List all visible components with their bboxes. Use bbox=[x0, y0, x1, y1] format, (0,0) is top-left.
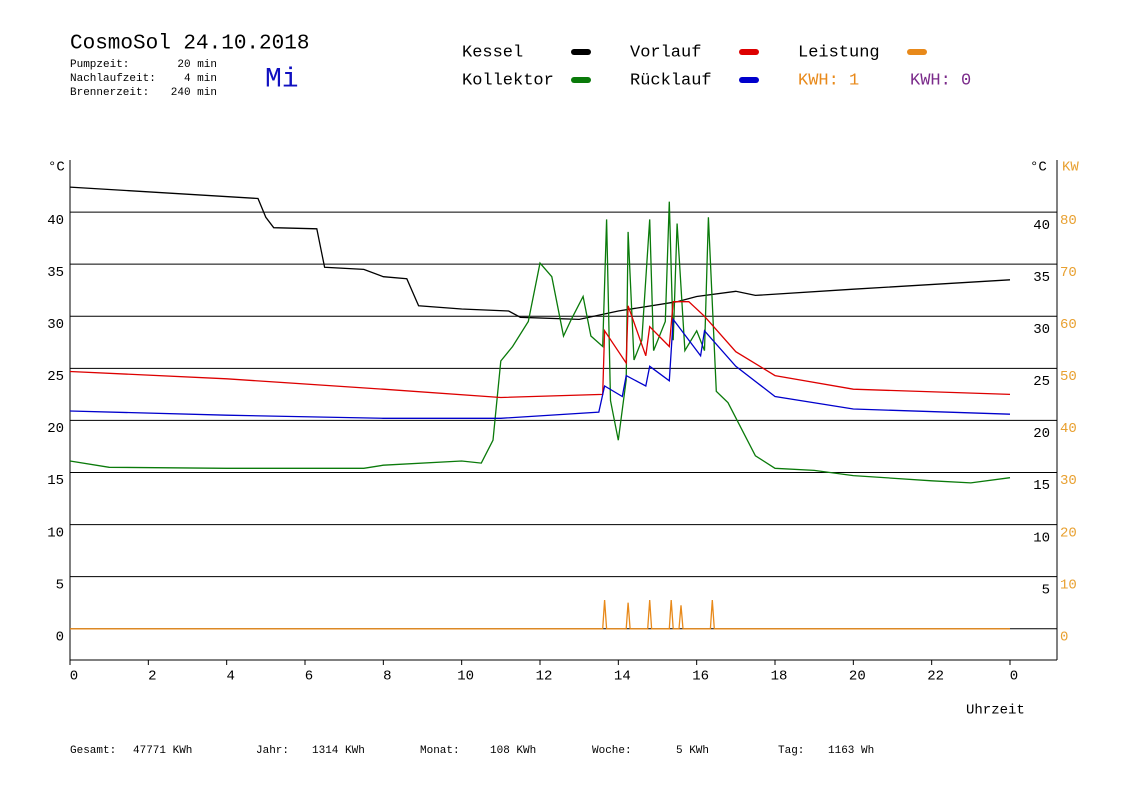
y-tick-label-right: 35 bbox=[1033, 270, 1050, 286]
x-tick-label: 0 bbox=[1010, 669, 1018, 685]
footer-value: 5 KWh bbox=[676, 745, 709, 757]
y2-tick-label: 60 bbox=[1060, 317, 1077, 333]
y2-tick-label: 30 bbox=[1060, 473, 1077, 489]
info-label: Brennerzeit: bbox=[70, 87, 149, 99]
legend-label: Kessel bbox=[462, 43, 523, 62]
x-tick-label: 10 bbox=[457, 669, 474, 685]
kwh-label: KWH: 0 bbox=[910, 71, 971, 90]
legend-label: Vorlauf bbox=[630, 43, 701, 62]
y-tick-label: 20 bbox=[47, 421, 64, 437]
y-tick-label-right: 10 bbox=[1033, 530, 1050, 546]
x-axis-label: Uhrzeit bbox=[966, 703, 1025, 719]
x-tick-label: 20 bbox=[849, 669, 866, 685]
y-tick-label-right: 25 bbox=[1033, 374, 1050, 390]
footer-value: 108 KWh bbox=[490, 745, 536, 757]
footer-value: 1314 KWh bbox=[312, 745, 365, 757]
footer-label: Tag: bbox=[778, 745, 804, 757]
y-unit-right: °C bbox=[1030, 160, 1047, 176]
info-value: 20 min bbox=[177, 59, 217, 71]
y-tick-label: 0 bbox=[56, 629, 64, 645]
y-tick-label: 35 bbox=[47, 265, 64, 281]
y-tick-label-right: 20 bbox=[1033, 426, 1050, 442]
legend-label: Leistung bbox=[798, 43, 880, 62]
x-tick-label: 12 bbox=[536, 669, 553, 685]
weekday: Mi bbox=[265, 64, 299, 95]
y-unit: °C bbox=[48, 160, 65, 176]
footer-label: Gesamt: bbox=[70, 745, 116, 757]
x-tick-label: 16 bbox=[692, 669, 709, 685]
y-tick-label: 10 bbox=[47, 525, 64, 541]
x-tick-label: 18 bbox=[771, 669, 788, 685]
series-line bbox=[70, 600, 1010, 630]
title: CosmoSol 24.10.2018 bbox=[70, 33, 309, 56]
series-line bbox=[69, 186, 1011, 321]
footer-label: Jahr: bbox=[256, 745, 289, 757]
y2-tick-label: 70 bbox=[1060, 265, 1077, 281]
x-tick-label: 4 bbox=[226, 669, 234, 685]
series-line bbox=[69, 201, 1011, 484]
kwh-label: KWH: 1 bbox=[798, 71, 859, 90]
y2-tick-label: 20 bbox=[1060, 525, 1077, 541]
info-label: Nachlaufzeit: bbox=[70, 73, 156, 85]
footer-value: 1163 Wh bbox=[828, 745, 874, 757]
y-tick-label: 30 bbox=[47, 317, 64, 333]
footer-value: 47771 KWh bbox=[133, 745, 192, 757]
info-value: 4 min bbox=[184, 73, 217, 85]
y-tick-label-right: 15 bbox=[1033, 478, 1050, 494]
y2-unit: KW bbox=[1062, 160, 1079, 176]
x-tick-label: 6 bbox=[305, 669, 313, 685]
info-label: Pumpzeit: bbox=[70, 59, 129, 71]
y-tick-label-right: 5 bbox=[1042, 582, 1050, 598]
y2-tick-label: 80 bbox=[1060, 213, 1077, 229]
series-line bbox=[69, 301, 1011, 399]
legend-label: Rücklauf bbox=[630, 71, 712, 90]
y2-tick-label: 40 bbox=[1060, 421, 1077, 437]
x-tick-label: 14 bbox=[614, 669, 631, 685]
y-tick-label: 15 bbox=[47, 473, 64, 489]
y2-tick-label: 10 bbox=[1060, 577, 1077, 593]
y-tick-label: 25 bbox=[47, 369, 64, 385]
y-tick-label-right: 40 bbox=[1033, 218, 1050, 234]
x-tick-label: 0 bbox=[70, 669, 78, 685]
footer-label: Monat: bbox=[420, 745, 460, 757]
footer-label: Woche: bbox=[592, 745, 632, 757]
legend-label: Kollektor bbox=[462, 71, 554, 90]
x-tick-label: 8 bbox=[383, 669, 391, 685]
series-line bbox=[69, 317, 1011, 419]
y-tick-label-right: 30 bbox=[1033, 322, 1050, 338]
y-tick-label: 5 bbox=[56, 577, 64, 593]
y2-tick-label: 0 bbox=[1060, 629, 1068, 645]
y-tick-label: 40 bbox=[47, 213, 64, 229]
x-tick-label: 22 bbox=[927, 669, 944, 685]
info-value: 240 min bbox=[171, 87, 217, 99]
y2-tick-label: 50 bbox=[1060, 369, 1077, 385]
x-tick-label: 2 bbox=[148, 669, 156, 685]
